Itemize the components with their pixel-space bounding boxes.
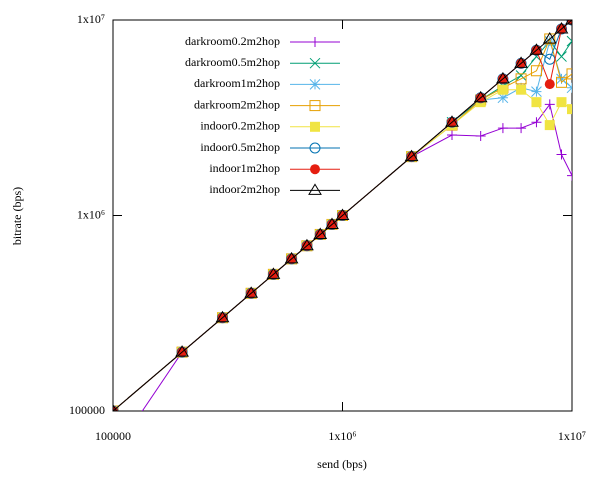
marker — [175, 345, 189, 357]
marker — [335, 208, 350, 220]
marker — [515, 73, 527, 85]
plot-area — [108, 20, 572, 459]
marker — [113, 404, 118, 411]
marker — [215, 310, 230, 323]
marker — [475, 131, 486, 142]
marker — [544, 99, 555, 110]
marker — [544, 35, 556, 47]
marker — [497, 123, 508, 134]
marker — [556, 149, 567, 160]
series-line — [141, 103, 572, 411]
marker — [446, 130, 457, 141]
marker — [566, 68, 572, 80]
y-tick-label: 1x10⁶ — [77, 207, 105, 221]
marker — [515, 70, 527, 81]
y-tick-label: 1x10⁷ — [77, 12, 105, 26]
marker — [496, 71, 510, 84]
marker — [531, 86, 542, 98]
marker — [309, 79, 321, 90]
y-axis-label: bitrate (bps) — [10, 187, 24, 245]
marker — [516, 123, 527, 134]
x-tick-label: 100000 — [95, 429, 131, 443]
marker — [244, 286, 259, 298]
marker — [531, 117, 542, 128]
marker — [308, 183, 322, 195]
legend-label: indoor0.5m2hop — [200, 140, 280, 154]
y-tick-label: 100000 — [69, 403, 105, 417]
marker — [556, 97, 567, 108]
marker — [544, 79, 555, 90]
marker — [544, 33, 556, 45]
series-line — [113, 89, 572, 411]
marker — [404, 149, 419, 162]
legend-label: darkroom1m2hop — [194, 76, 280, 90]
marker — [529, 43, 544, 55]
marker — [309, 142, 321, 154]
x-tick-label: 1x10⁶ — [328, 429, 356, 443]
legend-label: indoor1m2hop — [209, 161, 280, 175]
marker — [566, 82, 572, 94]
marker — [266, 267, 281, 279]
legend-label: darkroom0.2m2hop — [185, 34, 280, 48]
x-tick-label: 1x10⁷ — [558, 429, 586, 443]
marker — [497, 92, 509, 104]
marker — [555, 76, 567, 88]
legend-label: darkroom2m2hop — [194, 97, 280, 111]
marker — [514, 56, 528, 68]
marker — [310, 37, 320, 47]
legend-label: indoor2m2hop — [209, 182, 280, 196]
marker — [313, 227, 328, 239]
marker — [516, 84, 527, 95]
marker — [473, 90, 488, 103]
marker — [567, 104, 572, 115]
marker — [310, 164, 320, 175]
marker — [542, 31, 557, 44]
marker — [325, 217, 339, 229]
legend-label: darkroom0.5m2hop — [185, 55, 280, 69]
marker — [284, 251, 299, 264]
marker — [530, 65, 542, 77]
marker — [556, 73, 567, 85]
marker — [497, 84, 508, 95]
marker — [309, 57, 321, 69]
marker — [554, 21, 569, 34]
marker — [566, 35, 572, 47]
marker — [531, 97, 542, 108]
legend-label: indoor0.2m2hop — [200, 119, 280, 133]
marker — [556, 51, 567, 62]
series-line — [113, 20, 572, 411]
marker — [567, 170, 572, 181]
marker — [300, 238, 314, 251]
marker — [108, 449, 118, 459]
marker — [309, 100, 321, 112]
marker — [445, 115, 459, 127]
marker — [310, 121, 320, 132]
x-axis-label: send (bps) — [317, 457, 367, 471]
marker — [544, 120, 555, 131]
